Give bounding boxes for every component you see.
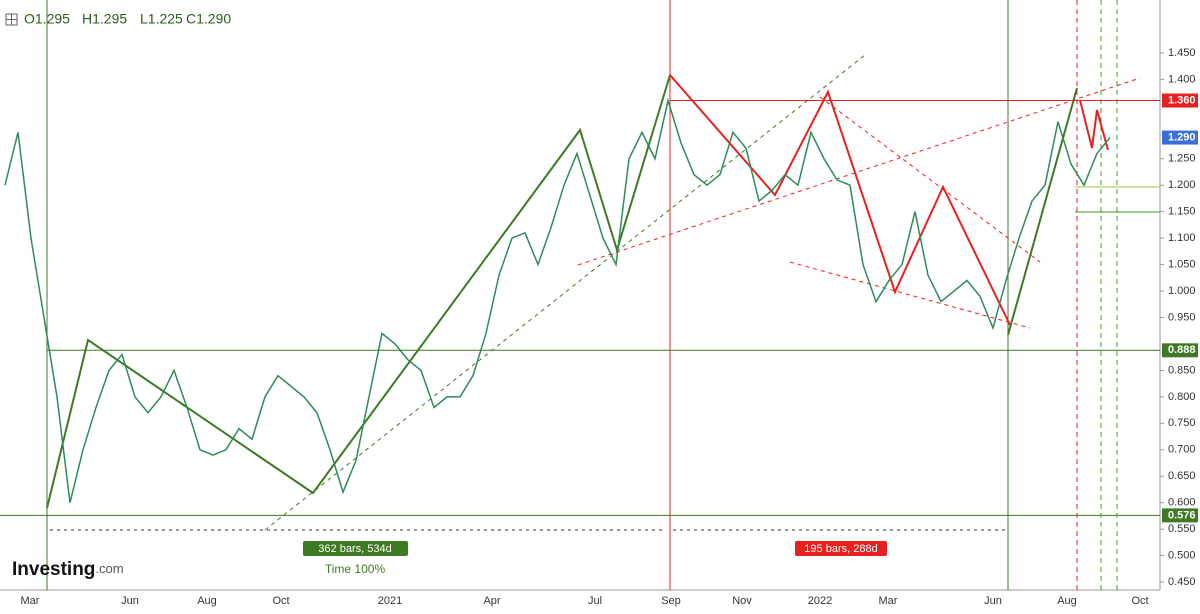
y-tick-label: 0.800 — [1168, 391, 1196, 403]
x-tick-label: Apr — [483, 595, 500, 607]
x-tick-label: Oct — [272, 595, 289, 607]
y-tick-label: 1.100 — [1168, 232, 1196, 244]
annotation: Time 100% — [325, 562, 386, 576]
price-line — [4, 97, 1111, 503]
drawings — [46, 0, 1160, 590]
price-tag-label: 0.576 — [1168, 509, 1196, 521]
zigzag — [669, 74, 1011, 326]
x-tick-label: Mar — [21, 595, 40, 607]
y-tick-label: 1.000 — [1168, 285, 1196, 297]
ohlc: H1.295 — [82, 11, 127, 27]
y-tick-label: 0.700 — [1168, 444, 1196, 456]
zigzag — [46, 74, 671, 509]
x-tick-label: Nov — [732, 595, 752, 607]
y-tick-label: 0.950 — [1168, 311, 1196, 323]
x-tick-label: Jun — [984, 595, 1002, 607]
y-tick-label: 0.600 — [1168, 497, 1196, 509]
price-tag — [1162, 93, 1198, 108]
price-tag — [1162, 508, 1198, 523]
y-tick-label: 1.200 — [1168, 179, 1196, 191]
brand: Investing — [12, 559, 95, 580]
price-tag-label: 0.888 — [1168, 344, 1196, 356]
x-tick-label: Jun — [121, 595, 139, 607]
x-tick-label: Jul — [588, 595, 602, 607]
y-tick-label: 1.250 — [1168, 153, 1196, 165]
x-tick-label: Oct — [1131, 595, 1148, 607]
annotation: 362 bars, 534d — [318, 543, 391, 555]
ohlc: O1.295 — [24, 11, 70, 27]
ohlc: C1.290 — [186, 11, 231, 27]
trend-dashed — [577, 77, 1141, 266]
y-tick-label: 0.450 — [1168, 576, 1196, 588]
y-tick-label: 0.650 — [1168, 470, 1196, 482]
price-tag — [1162, 343, 1198, 358]
ohlc: L1.225 — [140, 11, 183, 27]
y-tick-label: 1.400 — [1168, 73, 1196, 85]
x-tick-label: Aug — [197, 595, 217, 607]
brand: .com — [95, 561, 123, 576]
x-tick-label: 2022 — [808, 595, 832, 607]
trend-dashed — [789, 261, 1031, 329]
y-tick-label: 0.550 — [1168, 523, 1196, 535]
y-tick-label: 0.850 — [1168, 364, 1196, 376]
annotation-box — [303, 541, 408, 556]
x-tick-label: Aug — [1057, 595, 1077, 607]
y-tick-label: 1.150 — [1168, 206, 1196, 218]
y-tick-label: 1.450 — [1168, 47, 1196, 59]
x-tick-label: Sep — [661, 595, 681, 607]
brand: Investing.com — [12, 559, 124, 580]
annotation-box — [795, 541, 887, 556]
price-tag — [1162, 130, 1198, 145]
trend-dashed — [819, 96, 1041, 263]
price-tag-label: 1.360 — [1168, 94, 1196, 106]
price-tag-label: 1.290 — [1168, 131, 1196, 143]
y-tick-label: 0.750 — [1168, 417, 1196, 429]
y-tick-label: 1.050 — [1168, 258, 1196, 270]
x-tick-label: 2021 — [378, 595, 402, 607]
zigzag — [1079, 99, 1109, 151]
x-tick-label: Mar — [879, 595, 898, 607]
annotation: 195 bars, 288d — [804, 543, 877, 555]
zigzag — [1007, 87, 1078, 336]
y-tick-label: 0.500 — [1168, 550, 1196, 562]
header: O1.295 H1.295 L1.225 C1.290 — [5, 11, 231, 27]
